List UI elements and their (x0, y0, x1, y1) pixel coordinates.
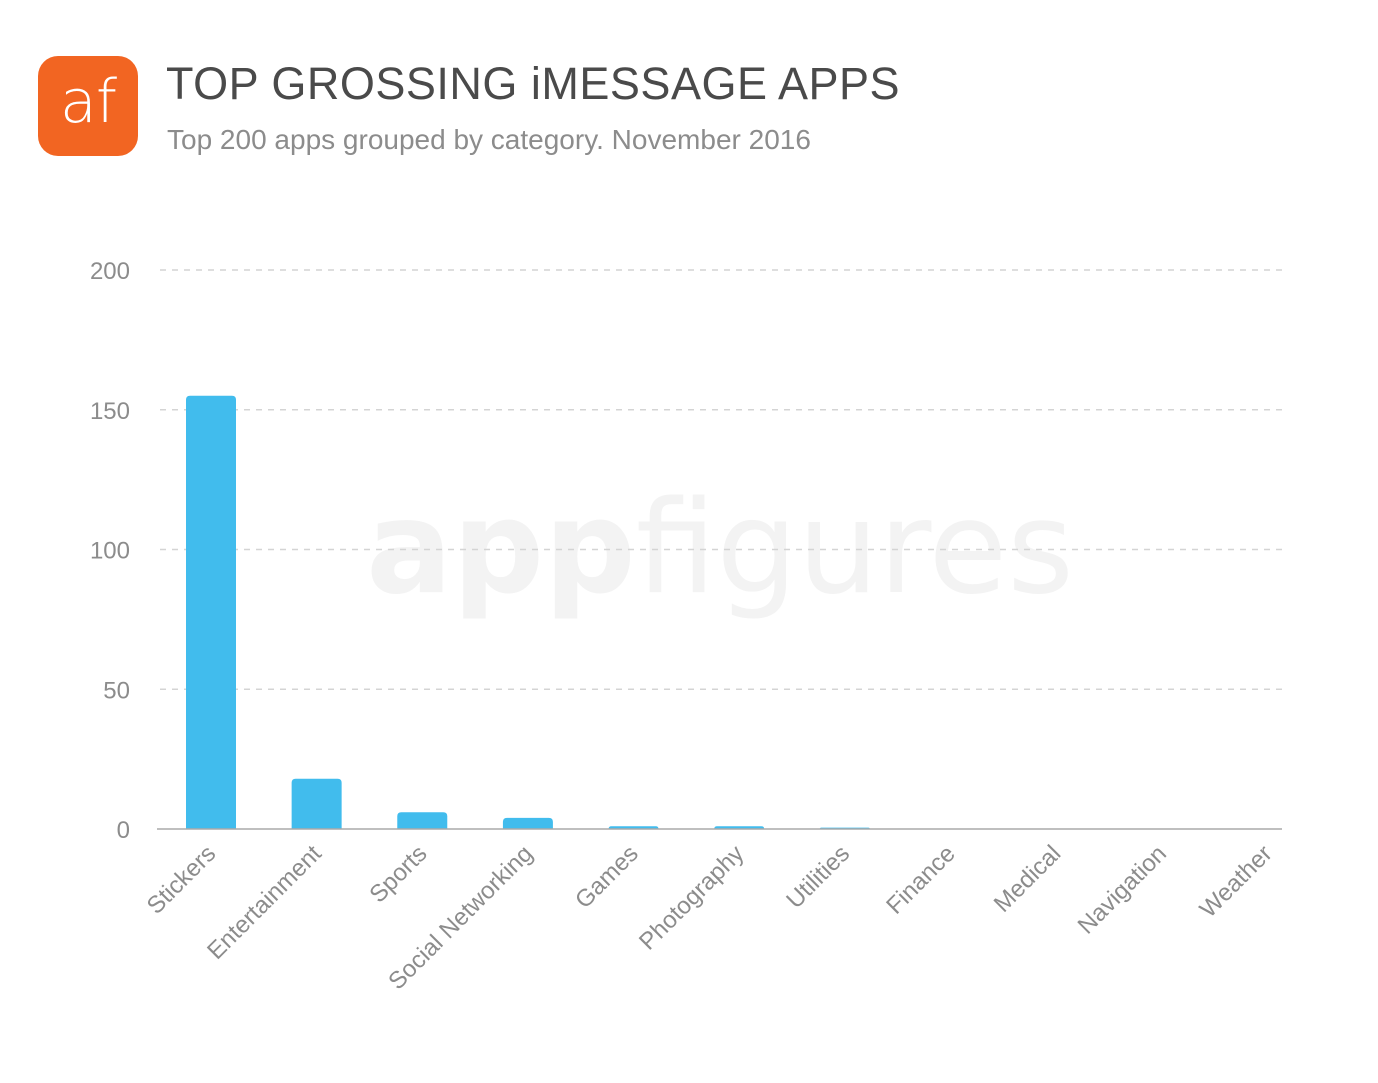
x-tick-label: Photography (634, 840, 749, 955)
y-tick-label: 200 (90, 258, 130, 285)
y-tick-label: 0 (117, 817, 130, 844)
x-tick-label: Weather (1195, 840, 1278, 923)
x-tick-label: Entertainment (202, 840, 327, 965)
y-axis-ticks: 0 50 100 150 200 (90, 258, 130, 844)
x-tick-label: Medical (989, 840, 1067, 918)
x-tick-label: Navigation (1073, 840, 1172, 939)
chart-subtitle: Top 200 apps grouped by category. Novemb… (167, 124, 811, 155)
x-tick-label: Finance (881, 840, 960, 919)
x-tick-label: Utilities (781, 840, 855, 914)
appfigures-watermark: appfigures (366, 474, 1074, 623)
bar (397, 812, 448, 829)
watermark-bold: app (366, 474, 636, 623)
logo-text: af (60, 67, 117, 137)
bar (502, 817, 553, 829)
x-tick-label: Sports (364, 840, 432, 908)
y-tick-label: 150 (90, 398, 130, 425)
chart-title: TOP GROSSING iMESSAGE APPS (166, 58, 901, 109)
bar (291, 778, 342, 829)
bar (186, 395, 236, 829)
watermark-light: figures (636, 474, 1074, 623)
x-tick-label: Stickers (142, 840, 221, 919)
bars (186, 395, 870, 829)
appfigures-logo: af (38, 56, 138, 156)
x-tick-label: Games (570, 840, 644, 914)
y-tick-label: 100 (90, 538, 130, 565)
svg-text:appfigures: appfigures (366, 474, 1074, 623)
y-tick-label: 50 (103, 677, 130, 704)
